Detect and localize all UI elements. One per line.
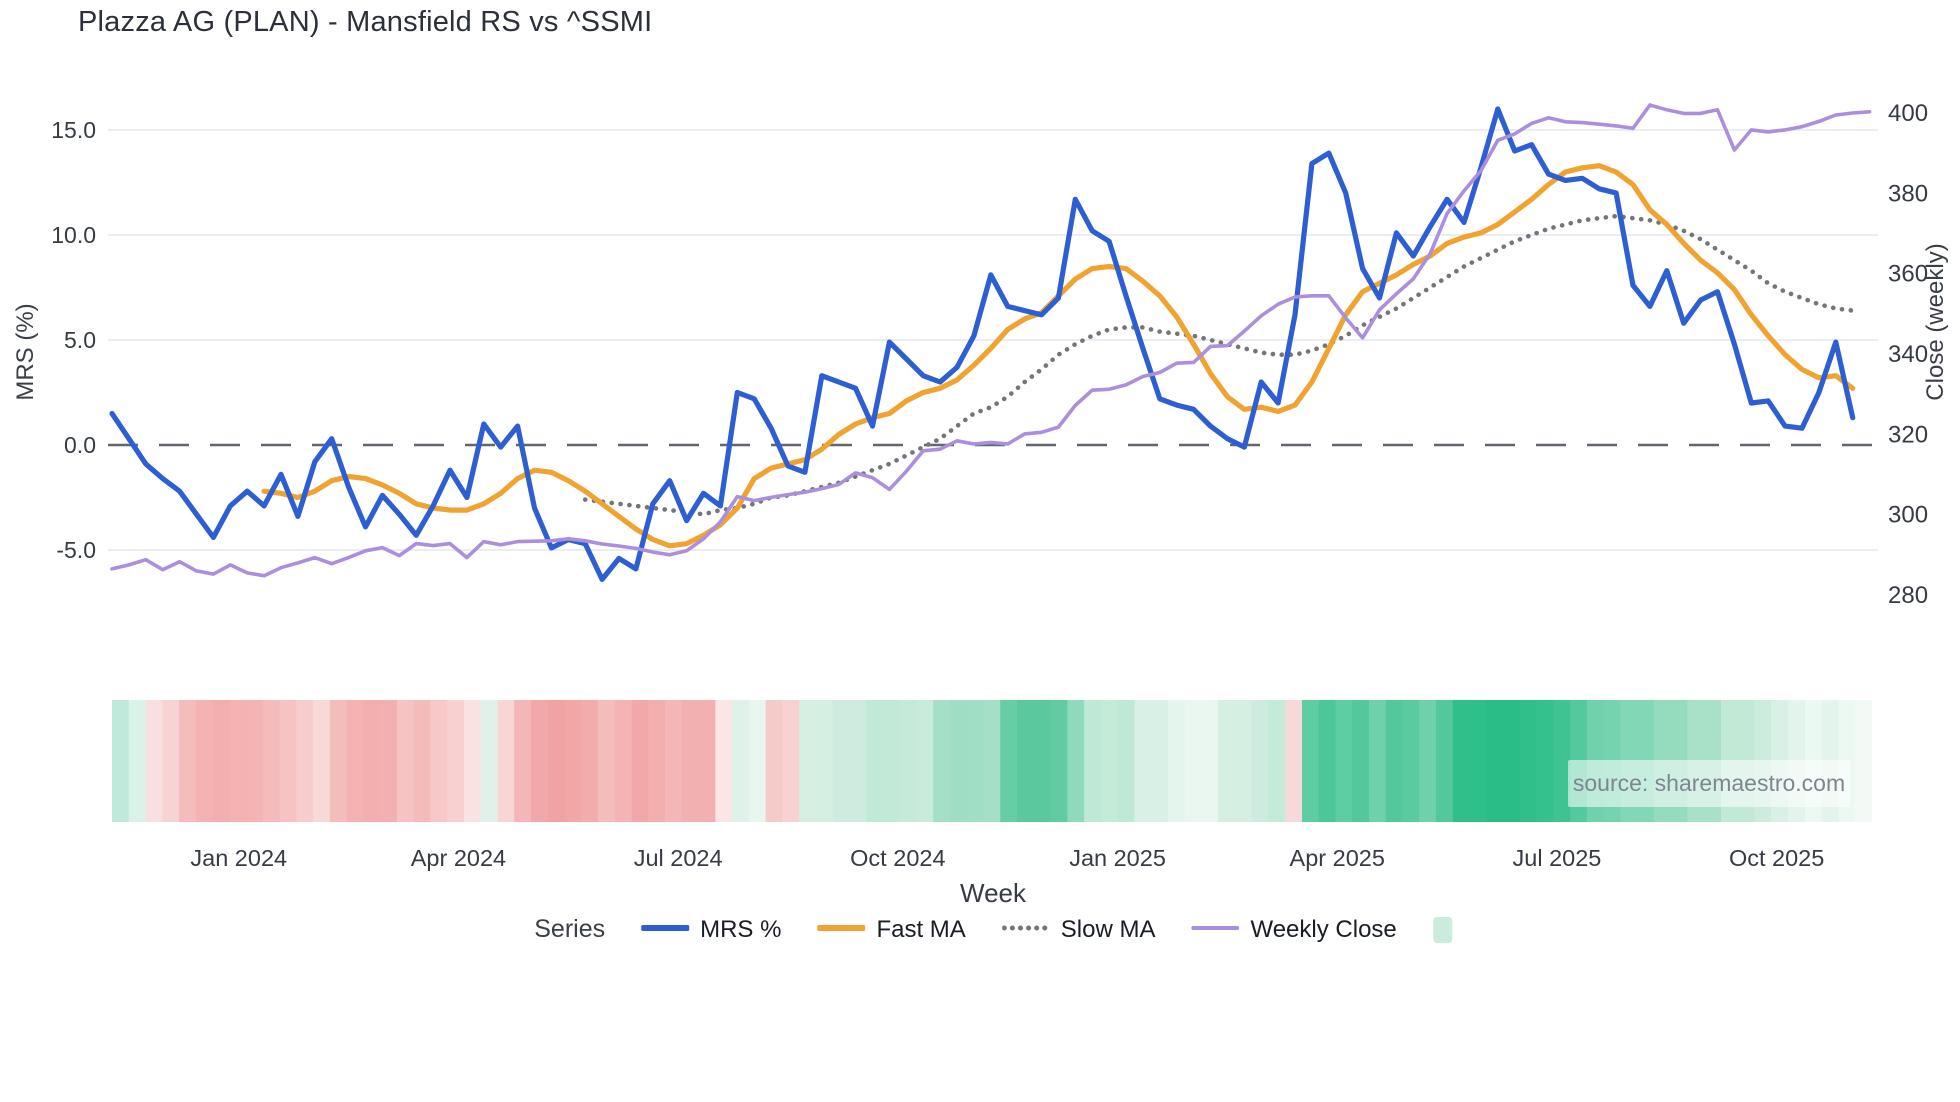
heatmap-swatch-icon [1432, 916, 1452, 943]
tick-label: 380 [1888, 180, 1928, 207]
tick-label: -5.0 [56, 537, 96, 563]
legend-title: Series [534, 915, 606, 943]
tick-label: 320 [1888, 421, 1928, 448]
fast-ma-line-swatch-icon [816, 921, 867, 939]
tick-label: Oct 2024 [850, 845, 945, 871]
legend: Series MRS % Fast MA Slow MA Weekly Clos… [534, 915, 1452, 944]
tick-label: 400 [1888, 100, 1928, 127]
tick-label: Apr 2024 [411, 845, 506, 871]
source-watermark: source: sharemaestro.com [1568, 760, 1850, 807]
tick-label: 0.0 [64, 432, 96, 458]
legend-item-mrs[interactable]: MRS % [640, 915, 782, 944]
page-title: Plazza AG (PLAN) - Mansfield RS vs ^SSMI [78, 6, 653, 38]
legend-item-slow-ma[interactable]: Slow MA [1001, 915, 1156, 944]
y-right-axis-title: Close (weekly) [1922, 243, 1949, 401]
tick-label: Apr 2025 [1290, 845, 1385, 871]
tick-label: Jul 2024 [634, 845, 723, 871]
legend-item-fast-ma[interactable]: Fast MA [816, 915, 966, 944]
tick-label: 5.0 [64, 327, 96, 353]
legend-item-label: Weekly Close [1250, 915, 1397, 943]
tick-label: 15.0 [51, 117, 96, 143]
legend-item-label: Fast MA [876, 915, 966, 943]
mrs-line-swatch-icon [640, 921, 691, 939]
tick-label: Jan 2025 [1069, 845, 1166, 871]
tick-label: 280 [1888, 582, 1928, 609]
tick-label: Jan 2024 [190, 845, 287, 871]
tick-label: 340 [1888, 341, 1928, 368]
legend-item-heatmap[interactable] [1432, 916, 1452, 943]
x-axis-title: Week [960, 878, 1026, 908]
tick-label: Oct 2025 [1729, 845, 1824, 871]
source-text: source: sharemaestro.com [1572, 770, 1846, 796]
legend-item-weekly-close[interactable]: Weekly Close [1191, 915, 1397, 944]
legend-item-label: Slow MA [1060, 915, 1156, 943]
legend-item-label: MRS % [700, 915, 782, 943]
tick-label: 300 [1888, 502, 1928, 529]
weekly-close-line-swatch-icon [1191, 921, 1240, 939]
tick-label: 10.0 [51, 222, 96, 248]
y-left-axis-title: MRS (%) [12, 303, 39, 401]
slow-ma-dotted-swatch-icon [1001, 921, 1051, 939]
tick-label: 360 [1888, 261, 1928, 288]
tick-label: Jul 2025 [1513, 845, 1602, 871]
